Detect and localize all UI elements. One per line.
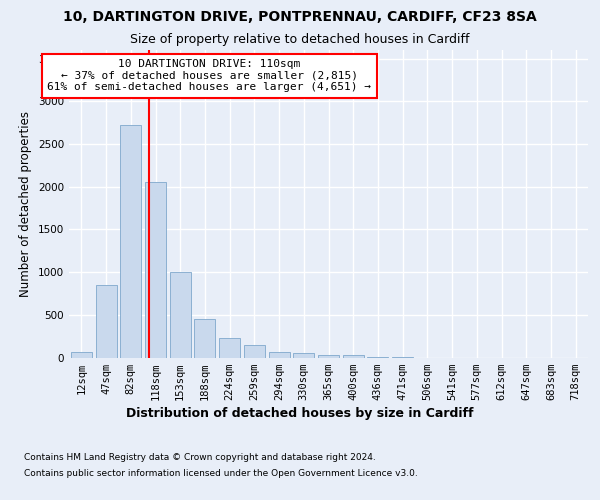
- Bar: [219, 338, 240, 357]
- Bar: [318, 354, 339, 358]
- Bar: [170, 272, 191, 358]
- Text: 10, DARTINGTON DRIVE, PONTPRENNAU, CARDIFF, CF23 8SA: 10, DARTINGTON DRIVE, PONTPRENNAU, CARDI…: [63, 10, 537, 24]
- Bar: [343, 356, 364, 358]
- Text: Size of property relative to detached houses in Cardiff: Size of property relative to detached ho…: [130, 32, 470, 46]
- Bar: [145, 182, 166, 358]
- Text: Distribution of detached houses by size in Cardiff: Distribution of detached houses by size …: [126, 408, 474, 420]
- Bar: [293, 353, 314, 358]
- Text: Contains public sector information licensed under the Open Government Licence v3: Contains public sector information licen…: [24, 468, 418, 477]
- Bar: [194, 318, 215, 358]
- Y-axis label: Number of detached properties: Number of detached properties: [19, 111, 32, 296]
- Bar: [71, 352, 92, 358]
- Text: 10 DARTINGTON DRIVE: 110sqm
← 37% of detached houses are smaller (2,815)
61% of : 10 DARTINGTON DRIVE: 110sqm ← 37% of det…: [47, 59, 371, 92]
- Bar: [269, 352, 290, 358]
- Bar: [120, 125, 141, 358]
- Bar: [244, 345, 265, 358]
- Bar: [95, 285, 116, 358]
- Text: Contains HM Land Registry data © Crown copyright and database right 2024.: Contains HM Land Registry data © Crown c…: [24, 454, 376, 462]
